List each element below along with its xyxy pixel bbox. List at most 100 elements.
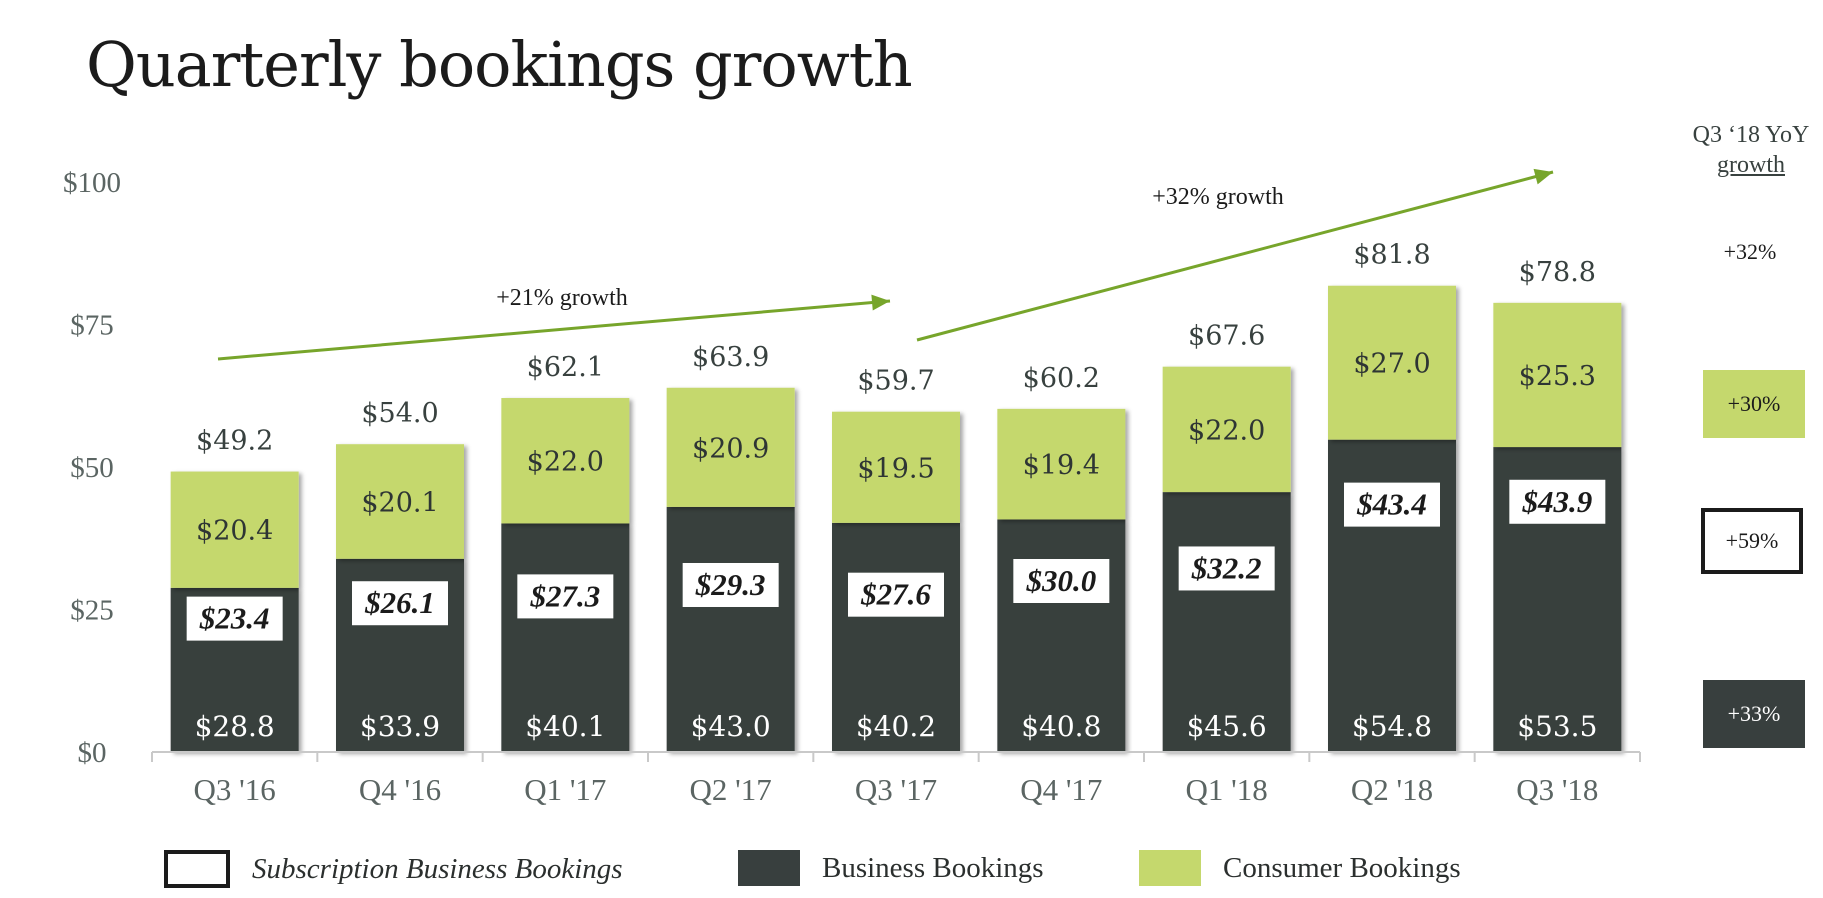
subscription-label-box — [1509, 479, 1606, 524]
legend-item-subscription: Subscription Business Bookings — [164, 850, 623, 888]
bar-consumer — [1493, 302, 1622, 448]
business-value-label: $40.2 — [856, 710, 936, 743]
y-tick-label: $100 — [63, 167, 121, 199]
yoy-business-badge: +33% — [1703, 680, 1805, 748]
legend-swatch-consumer — [1139, 850, 1201, 886]
legend-swatch-subscription — [164, 850, 230, 888]
yoy-consumer-badge: +30% — [1703, 370, 1805, 438]
consumer-value-label: $22.0 — [527, 447, 604, 478]
total-value-label: $60.2 — [1023, 363, 1100, 394]
consumer-value-label: $20.9 — [692, 433, 769, 464]
total-value-label: $78.8 — [1519, 257, 1596, 288]
bar-consumer — [666, 387, 795, 507]
consumer-value-label: $19.5 — [857, 453, 934, 484]
legend-label-subscription: Subscription Business Bookings — [252, 852, 623, 885]
subscription-label-box — [1178, 546, 1275, 591]
bar-business — [832, 522, 960, 752]
consumer-value-label: $19.4 — [1023, 450, 1100, 481]
bar-consumer — [1328, 285, 1456, 440]
legend-item-consumer: Consumer Bookings — [1139, 850, 1461, 886]
y-tick-label: $25 — [70, 595, 114, 627]
business-value-label: $28.8 — [195, 710, 275, 743]
consumer-value-label: $20.4 — [196, 516, 273, 547]
subscription-value-label: $23.4 — [199, 601, 270, 636]
total-value-label: $63.9 — [692, 342, 769, 373]
total-value-label: $67.6 — [1188, 321, 1265, 352]
total-value-label: $62.1 — [527, 352, 604, 383]
legend-label-consumer: Consumer Bookings — [1223, 851, 1461, 884]
business-value-label: $53.5 — [1517, 710, 1597, 743]
x-tick-label: Q3 '18 — [1516, 772, 1598, 807]
consumer-value-label: $22.0 — [1188, 415, 1265, 446]
y-tick-label: $75 — [70, 310, 114, 342]
growth-arrow-1-head — [871, 294, 890, 311]
business-value-label: $45.6 — [1187, 710, 1267, 743]
total-value-label: $81.8 — [1353, 240, 1430, 271]
total-value-label: $54.0 — [361, 398, 438, 429]
yoy-growth-heading: Q3 ‘18 YoY growth — [1666, 120, 1823, 180]
subscription-value-label: $32.2 — [1191, 550, 1262, 585]
subscription-label-box — [1344, 482, 1440, 527]
x-tick-label: Q4 '17 — [1020, 772, 1102, 807]
business-value-label: $54.8 — [1352, 710, 1432, 743]
bars-group: $28.8 $23.4 $20.4 $49.2 $33.9 $26.1 $20.1 $54.0… — [170, 240, 1622, 752]
y-tick-label: $0 — [78, 737, 107, 769]
subscription-value-label: $27.3 — [529, 578, 600, 613]
subscription-label-box — [1013, 559, 1110, 603]
bar-consumer — [1162, 366, 1291, 493]
x-tick-label: Q2 '18 — [1351, 772, 1433, 807]
growth-arrow-1-line — [217, 299, 891, 361]
bar-consumer — [336, 444, 464, 559]
bar-consumer — [832, 411, 960, 523]
subscription-label-box — [848, 572, 944, 617]
bar-business — [997, 519, 1126, 752]
bar-business — [501, 523, 630, 752]
business-value-label: $43.0 — [691, 710, 771, 743]
growth-arrow-2-line — [916, 170, 1554, 342]
legend-swatch-business — [738, 850, 800, 886]
consumer-value-label: $27.0 — [1353, 349, 1430, 380]
x-tick-label: Q4 '16 — [359, 772, 441, 807]
subscription-value-label: $26.1 — [364, 585, 435, 620]
consumer-value-label: $25.3 — [1519, 361, 1596, 392]
subscription-value-label: $27.6 — [860, 577, 931, 612]
growth-annotation-1: +21% growth — [496, 285, 628, 311]
subscription-value-label: $43.9 — [1521, 484, 1592, 519]
y-axis: $0 $25 $50 $75 $100 — [63, 167, 121, 769]
growth-annotations: +21% growth +32% growth — [217, 168, 1554, 361]
subscription-label-box — [682, 562, 779, 607]
yoy-heading-line2: growth — [1717, 152, 1785, 178]
x-tick-label: Q1 '18 — [1186, 772, 1268, 807]
business-value-label: $40.8 — [1021, 710, 1101, 743]
total-value-label: $49.2 — [196, 426, 273, 457]
x-tick-label: Q3 '16 — [194, 772, 276, 807]
y-tick-label: $50 — [70, 452, 114, 484]
x-tick-label: Q1 '17 — [524, 772, 606, 807]
growth-arrow-2-head — [1533, 168, 1553, 185]
business-value-label: $33.9 — [360, 710, 440, 743]
legend-label-business: Business Bookings — [822, 851, 1044, 884]
x-tick-label: Q2 '17 — [690, 772, 772, 807]
yoy-subscription-badge: +59% — [1701, 508, 1803, 574]
yoy-total-value: +32% — [1723, 239, 1777, 264]
yoy-heading-line1: Q3 ‘18 YoY — [1692, 122, 1810, 148]
bar-business — [666, 506, 795, 752]
x-tick-label: Q3 '17 — [855, 772, 937, 807]
bar-consumer — [501, 398, 630, 524]
bar-consumer — [997, 408, 1126, 520]
subscription-label-box — [517, 574, 614, 619]
subscription-label-box — [352, 581, 448, 626]
legend-item-business: Business Bookings — [738, 850, 1044, 886]
growth-annotation-2: +32% growth — [1152, 184, 1284, 210]
business-value-label: $40.1 — [525, 710, 605, 743]
consumer-value-label: $20.1 — [361, 487, 438, 518]
total-value-label: $59.7 — [857, 366, 934, 397]
x-axis: Q3 '16 Q4 '16 Q1 '17 Q2 '17 Q3 '17 Q4 '17 Q1 '… — [151, 751, 1641, 807]
bar-consumer — [170, 471, 299, 588]
page-title: Quarterly bookings growth — [86, 28, 913, 101]
subscription-value-label: $43.4 — [1356, 487, 1427, 522]
subscription-value-label: $30.0 — [1025, 563, 1096, 598]
subscription-value-label: $29.3 — [695, 567, 766, 602]
subscription-label-box — [186, 596, 283, 641]
